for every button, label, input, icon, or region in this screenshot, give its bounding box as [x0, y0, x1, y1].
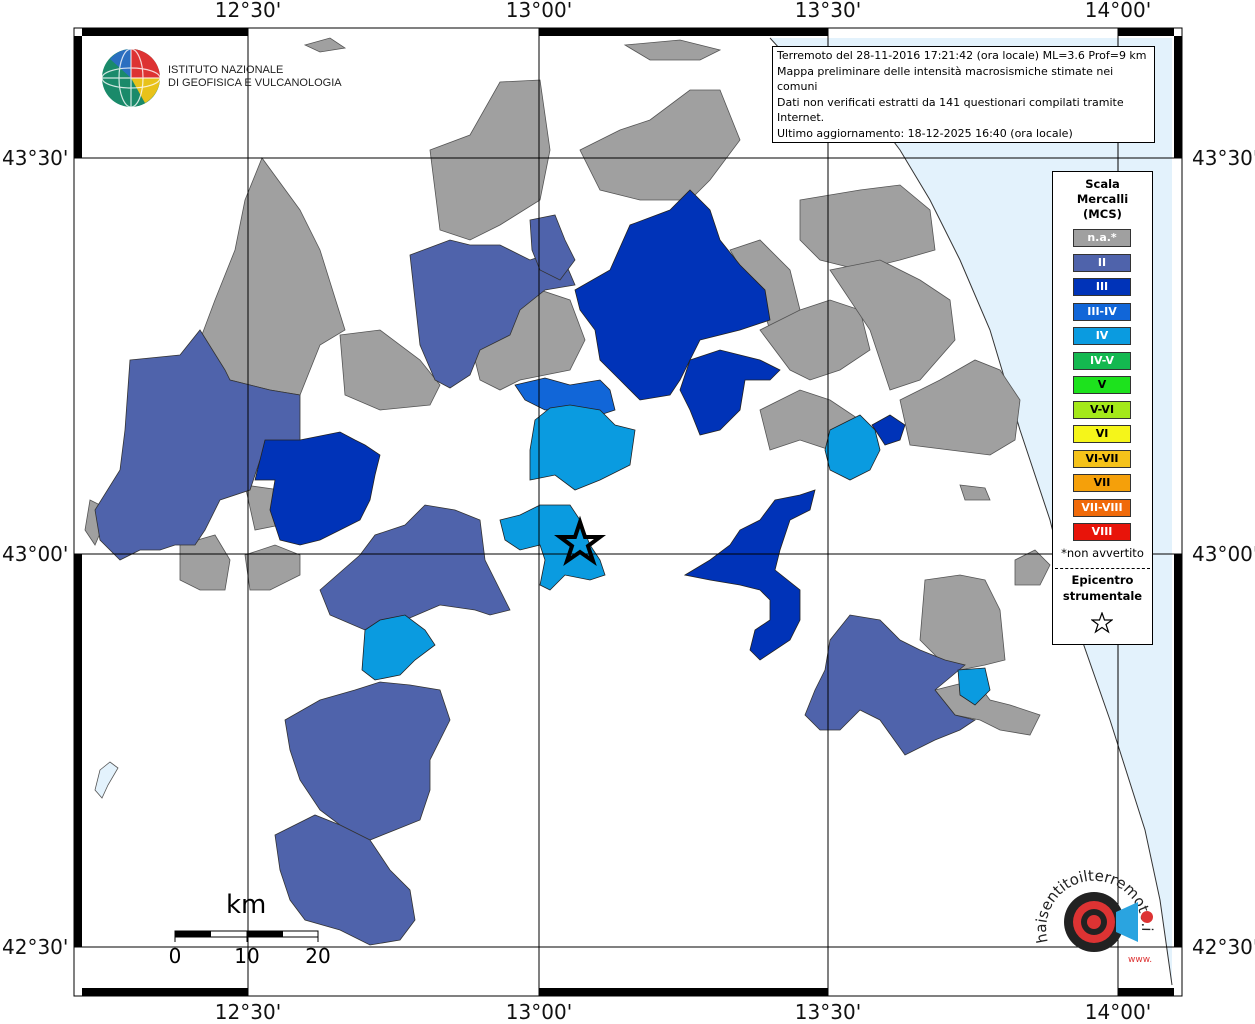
legend-item: n.a.*	[1073, 229, 1131, 247]
legend-item: VI-VII	[1073, 449, 1131, 468]
legend-item: VI	[1073, 425, 1131, 443]
legend-item: VII	[1073, 474, 1131, 492]
legend-item: II	[1073, 253, 1131, 272]
scale-tick-20: 20	[305, 944, 331, 968]
bottom-coord-4: 14°00'	[1084, 1000, 1152, 1024]
event-info-line-2: Mappa preliminare delle intensità macros…	[777, 64, 1114, 94]
legend-title-1: Scala	[1085, 177, 1120, 191]
mcs-legend: Scala Mercalli (MCS) n.a.* II III III-IV IV I…	[1052, 171, 1153, 645]
legend-item: III-IV	[1073, 302, 1131, 321]
top-coord-2: 13°00'	[505, 0, 573, 22]
hsit-logo: haisentitoilterremoto.it www.	[1030, 862, 1156, 965]
scale-tick-10: 10	[234, 944, 260, 968]
left-coord-2: 43°00'	[2, 542, 69, 566]
legend-item: IV-V	[1073, 351, 1131, 370]
scale-bar	[174, 930, 319, 942]
legend-title: Scala Mercalli (MCS)	[1053, 177, 1152, 222]
lake	[94, 761, 119, 799]
bottom-coord-3: 13°30'	[794, 1000, 862, 1024]
event-info-line-1: Terremoto del 28-11-2016 17:21:42 (ora l…	[777, 49, 1147, 62]
legend-title-3: (MCS)	[1083, 207, 1122, 221]
left-coord-1: 43°30'	[2, 146, 69, 170]
top-coord-1: 12°30'	[214, 0, 282, 22]
right-coord-3: 42°30'	[1192, 935, 1255, 959]
scale-unit: km	[226, 890, 267, 920]
legend-title-2: Mercalli	[1076, 192, 1129, 206]
event-info-line-4: Ultimo aggiornamento: 18-12-2025 16:40 (…	[777, 126, 1073, 140]
star-icon	[1091, 612, 1113, 634]
right-coord-2: 43°00'	[1192, 542, 1255, 566]
ingv-line-2: DI GEOFISICA E VULCANOLOGIA	[168, 77, 342, 89]
right-coord-1: 43°30'	[1192, 146, 1255, 170]
event-info-box: Terremoto del 28-11-2016 17:21:42 (ora l…	[772, 46, 1155, 143]
top-coord-3: 13°30'	[794, 0, 862, 22]
legend-note: *non avvertito	[1061, 546, 1144, 560]
legend-epicenter-1: Epicentro	[1071, 573, 1134, 587]
ingv-name: ISTITUTO NAZIONALE DI GEOFISICA E VULCAN…	[168, 64, 342, 90]
legend-item: VII-VIII	[1073, 498, 1131, 517]
legend-item: V-VI	[1073, 400, 1131, 419]
legend-epicenter-2: strumentale	[1062, 589, 1143, 603]
ingv-globe-icon	[101, 48, 161, 108]
scale-tick-0: 0	[168, 944, 182, 968]
legend-item: VIII	[1073, 523, 1131, 541]
epicenter-star	[554, 515, 606, 567]
legend-separator	[1055, 568, 1150, 569]
top-coord-4: 14°00'	[1084, 0, 1152, 22]
legend-epicenter-label: Epicentro strumentale	[1053, 572, 1152, 604]
bottom-coord-2: 13°00'	[505, 1000, 573, 1024]
event-info-line-3: Dati non verificati estratti da 141 ques…	[777, 95, 1124, 125]
left-coord-3: 42°30'	[2, 935, 69, 959]
ingv-line-1: ISTITUTO NAZIONALE	[168, 64, 284, 76]
hsit-url: www.	[1128, 955, 1152, 965]
legend-item: III	[1073, 278, 1131, 296]
legend-item: IV	[1073, 327, 1131, 345]
legend-item: V	[1073, 376, 1131, 394]
bottom-coord-1: 12°30'	[214, 1000, 282, 1024]
